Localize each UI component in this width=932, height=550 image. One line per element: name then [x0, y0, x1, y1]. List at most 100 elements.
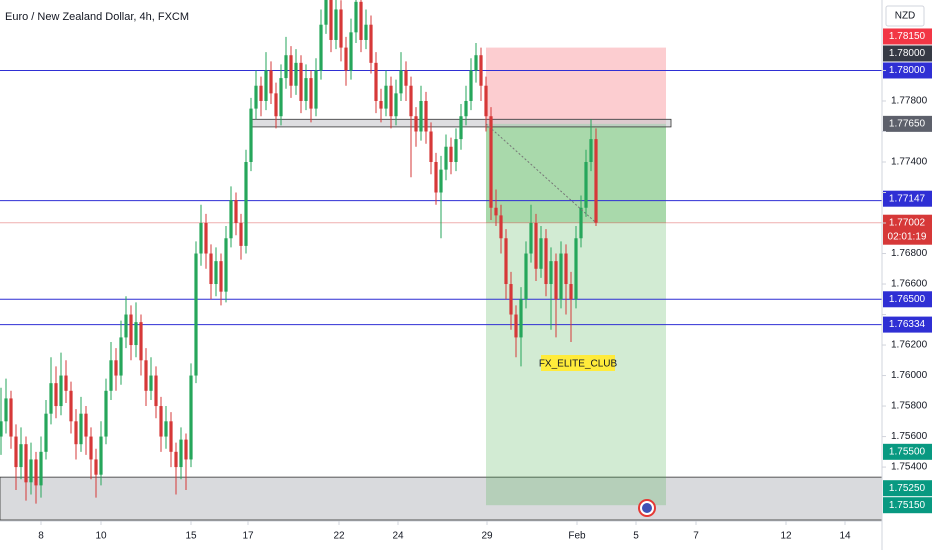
countdown: 02:01:19 — [888, 231, 927, 242]
price-label: 1.77002 — [889, 217, 926, 228]
x-tick-label: Feb — [568, 531, 586, 542]
candle-body — [314, 70, 318, 109]
candle-body — [514, 314, 518, 338]
candle-body — [229, 200, 233, 239]
candle-body — [489, 116, 493, 208]
candle-body — [54, 383, 58, 407]
candle-body — [509, 284, 513, 315]
candle-body — [189, 375, 193, 460]
candle-body — [309, 78, 313, 109]
candle-body — [254, 85, 258, 109]
candle-body — [319, 24, 323, 71]
x-tick-label: 22 — [333, 531, 345, 542]
candle-body — [499, 215, 503, 239]
candle-body — [264, 70, 268, 101]
profit-zone — [486, 123, 666, 223]
candle-body — [9, 398, 13, 437]
y-tick-label: 1.76200 — [891, 340, 928, 351]
candle-body — [119, 337, 123, 376]
candle-body — [449, 146, 453, 162]
price-label: 1.78000 — [889, 48, 926, 59]
candle-body — [424, 100, 428, 132]
price-label-bg — [883, 316, 932, 333]
candle-body — [364, 24, 368, 40]
candle-body — [564, 253, 568, 285]
y-tick-label: 1.75600 — [891, 431, 928, 442]
candle-body — [374, 62, 378, 101]
candle-body — [399, 70, 403, 94]
y-tick-label: 1.77400 — [891, 157, 928, 168]
y-tick-label: 1.75800 — [891, 401, 928, 412]
x-tick-label: 17 — [242, 531, 254, 542]
candle-body — [454, 139, 458, 162]
price-label-bg — [883, 28, 932, 45]
candle-body — [409, 85, 413, 117]
candle-body — [369, 24, 373, 63]
currency-button[interactable] — [885, 5, 925, 27]
candle-body — [274, 93, 278, 117]
candle-body — [389, 85, 393, 117]
icon — [642, 503, 652, 513]
price-label-bg — [883, 62, 932, 79]
candle-body — [304, 78, 308, 101]
candle-body — [329, 0, 333, 40]
y-tick-label: 1.76600 — [891, 279, 928, 290]
candle-body — [184, 439, 188, 460]
x-tick-label: 7 — [693, 531, 699, 542]
candle-body — [584, 161, 588, 208]
price-label-bg — [883, 214, 932, 245]
candle-body — [294, 62, 298, 86]
candle-body — [554, 261, 558, 300]
candle-body — [129, 314, 133, 346]
candle-body — [79, 413, 83, 445]
candle-body — [24, 444, 28, 483]
candle-body — [124, 314, 128, 338]
candle-body — [249, 108, 253, 162]
y-tick-label: 1.76800 — [891, 248, 928, 259]
candle-body — [214, 261, 218, 285]
candle-body — [519, 299, 523, 338]
candle-body — [589, 139, 593, 162]
candle-body — [549, 261, 553, 285]
candle-body — [419, 100, 423, 132]
candle-body — [269, 70, 273, 94]
candle-body — [569, 284, 573, 300]
x-tick-label: 12 — [780, 531, 792, 542]
x-tick-label: 14 — [839, 531, 851, 542]
candle-body — [4, 398, 8, 422]
candle-body — [324, 0, 328, 25]
price-label: 1.77147 — [889, 193, 926, 204]
price-label-bg — [883, 115, 932, 132]
candle-body — [174, 451, 178, 468]
candle-body — [474, 55, 478, 71]
x-tick-label: 29 — [481, 531, 493, 542]
candle-body — [244, 161, 248, 246]
candle-body — [529, 223, 533, 254]
candle-body — [104, 390, 108, 437]
candle-body — [594, 139, 598, 223]
x-tick-label: 10 — [95, 531, 107, 542]
price-label: 1.75150 — [889, 500, 926, 511]
annotation-bg — [541, 355, 615, 371]
price-label: 1.75250 — [889, 483, 926, 494]
candle-body — [154, 375, 158, 407]
candle-body — [494, 207, 498, 216]
candle-body — [259, 85, 263, 101]
candle-body — [64, 375, 68, 391]
candle-body — [209, 253, 213, 285]
x-tick-label: 8 — [38, 531, 44, 542]
candle-body — [469, 70, 473, 101]
candle-body — [89, 436, 93, 460]
candle-body — [384, 85, 388, 109]
price-label-bg — [883, 190, 932, 207]
candle-body — [404, 70, 408, 86]
candle-body — [144, 360, 148, 391]
candle-body — [159, 406, 163, 437]
price-label-bg — [883, 443, 932, 460]
candle-body — [579, 207, 583, 239]
chart-title: Euro / New Zealand Dollar, 4h, FXCM — [5, 11, 189, 23]
candle-body — [289, 55, 293, 86]
price-label-bg — [883, 497, 932, 514]
trade-line — [485, 123, 597, 224]
